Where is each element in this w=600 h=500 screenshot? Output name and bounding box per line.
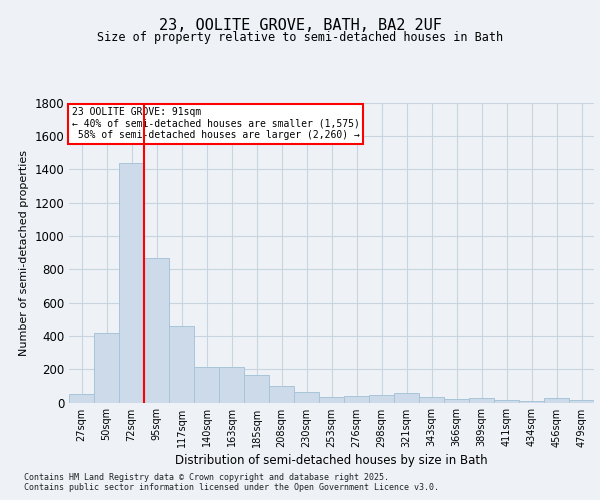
Bar	[569, 400, 594, 402]
Bar	[94, 334, 119, 402]
Text: 23 OOLITE GROVE: 91sqm
← 40% of semi-detached houses are smaller (1,575)
 58% of: 23 OOLITE GROVE: 91sqm ← 40% of semi-det…	[71, 107, 359, 140]
Bar	[169, 326, 194, 402]
Bar	[544, 398, 569, 402]
Bar	[319, 396, 344, 402]
Bar	[469, 398, 494, 402]
Bar	[194, 366, 219, 402]
Bar	[69, 394, 94, 402]
Y-axis label: Number of semi-detached properties: Number of semi-detached properties	[19, 150, 29, 356]
Bar	[144, 258, 169, 402]
Bar	[369, 395, 394, 402]
Bar	[219, 366, 244, 402]
Text: 23, OOLITE GROVE, BATH, BA2 2UF: 23, OOLITE GROVE, BATH, BA2 2UF	[158, 18, 442, 32]
Bar	[394, 394, 419, 402]
Bar	[294, 392, 319, 402]
Bar	[244, 375, 269, 402]
X-axis label: Distribution of semi-detached houses by size in Bath: Distribution of semi-detached houses by …	[175, 454, 488, 466]
Text: Size of property relative to semi-detached houses in Bath: Size of property relative to semi-detach…	[97, 31, 503, 44]
Bar	[269, 386, 294, 402]
Bar	[119, 162, 144, 402]
Bar	[344, 396, 369, 402]
Bar	[444, 399, 469, 402]
Bar	[494, 400, 519, 402]
Bar	[419, 396, 444, 402]
Text: Contains HM Land Registry data © Crown copyright and database right 2025.: Contains HM Land Registry data © Crown c…	[24, 472, 389, 482]
Text: Contains public sector information licensed under the Open Government Licence v3: Contains public sector information licen…	[24, 484, 439, 492]
Bar	[519, 401, 544, 402]
